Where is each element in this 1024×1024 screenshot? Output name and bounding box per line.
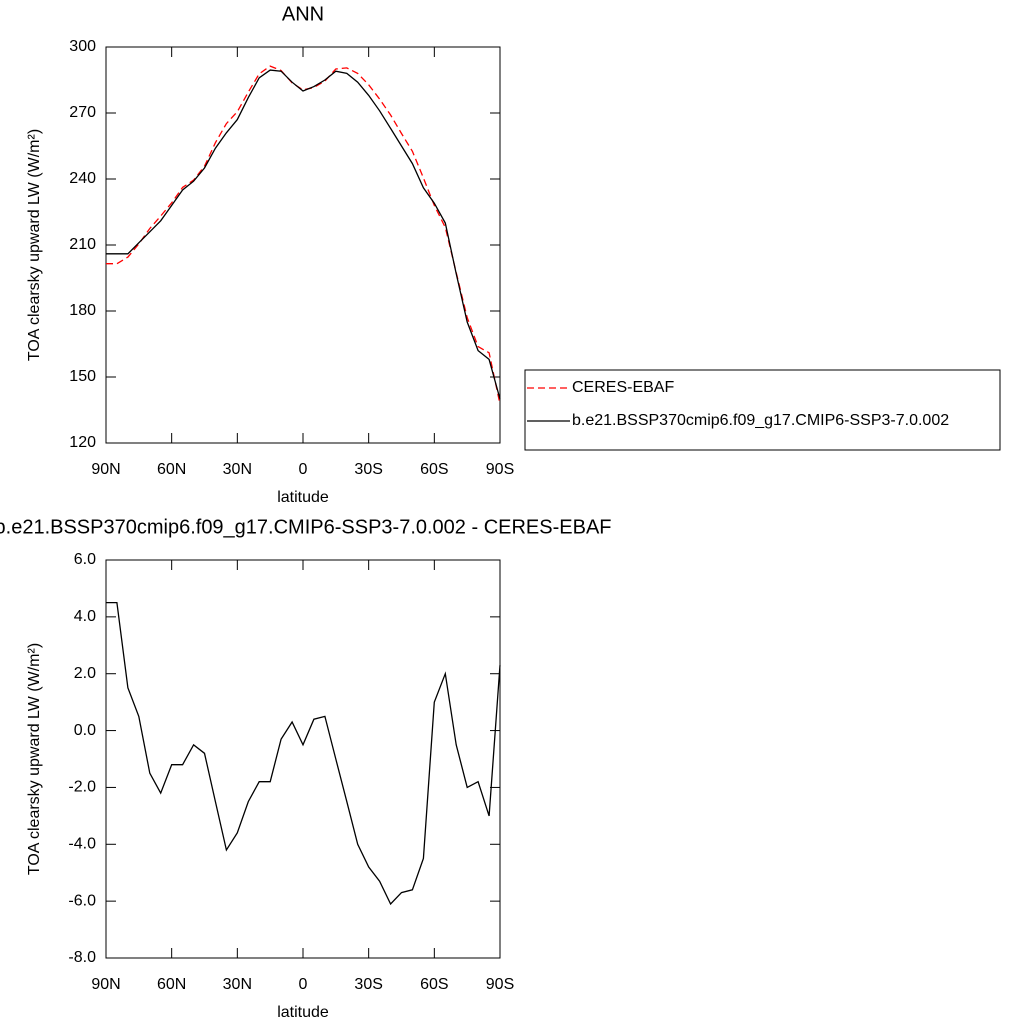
y-tick-label: 270 [69,104,96,121]
x-tick-label: 30N [223,461,252,478]
x-tick-label: 90N [91,461,120,478]
x-tick-label: 90N [91,976,120,993]
legend-box [524,369,1001,451]
y-tick-label: -2.0 [68,779,96,796]
x-tick-label: 0 [299,976,308,993]
y-tick-label: 2.0 [74,665,96,682]
x-tick-label: 60S [420,976,448,993]
chart-title: b.e21.BSSP370cmip6.f09_g17.CMIP6-SSP3-7.… [0,516,611,538]
y-tick-label: 300 [69,38,96,55]
data-line [106,69,501,400]
y-tick-label: 120 [69,434,96,451]
y-tick-label: -6.0 [68,892,96,909]
x-tick-label: 60N [157,976,186,993]
y-tick-label: 240 [69,170,96,187]
y-tick-label: 6.0 [74,551,96,568]
x-tick-label: 90S [486,461,514,478]
y-axis-label: TOA clearsky upward LW (W/m²) [26,643,43,875]
y-tick-label: 150 [69,368,96,385]
legend-label: b.e21.BSSP370cmip6.f09_g17.CMIP6-SSP3-7.… [572,412,949,429]
plot-frame [105,559,501,959]
x-axis-label: latitude [277,489,329,506]
y-tick-label: -4.0 [68,836,96,853]
x-tick-label: 30S [354,976,382,993]
data-line [106,65,501,405]
y-tick-label: 4.0 [74,608,96,625]
x-tick-label: 60N [157,461,186,478]
data-line [106,601,501,906]
y-tick-label: 210 [69,236,96,253]
chart-title: ANN [282,3,324,25]
x-axis-label: latitude [277,1004,329,1021]
x-tick-label: 60S [420,461,448,478]
x-tick-label: 0 [299,461,308,478]
legend-label: CERES-EBAF [572,379,674,396]
plot-frame [105,46,501,444]
y-axis-label: TOA clearsky upward LW (W/m²) [26,129,43,361]
y-tick-label: 0.0 [74,722,96,739]
x-tick-label: 30S [354,461,382,478]
y-tick-label: -8.0 [68,949,96,966]
y-tick-label: 180 [69,302,96,319]
x-tick-label: 30N [223,976,252,993]
x-tick-label: 90S [486,976,514,993]
